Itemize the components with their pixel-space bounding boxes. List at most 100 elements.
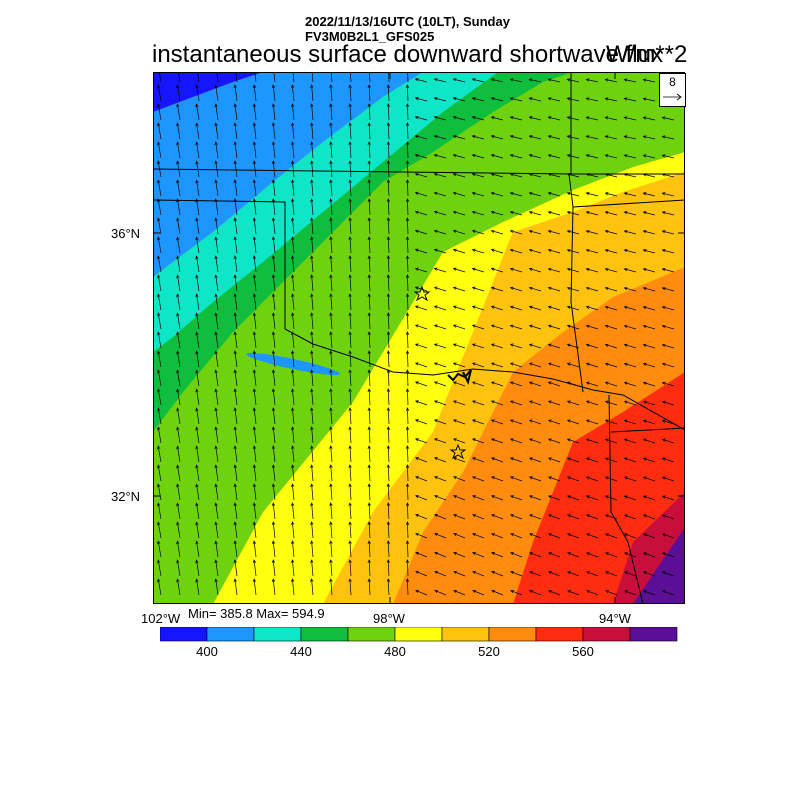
wind-vector — [273, 72, 276, 83]
wind-vector — [604, 438, 618, 444]
wind-vector — [529, 590, 542, 596]
wind-vector — [157, 388, 162, 406]
wind-vector — [386, 198, 391, 216]
wind-vector — [386, 350, 391, 368]
wind-vector — [405, 502, 410, 520]
wind-vector — [291, 255, 295, 273]
wind-vector — [414, 134, 428, 140]
valid-time-header: 2022/11/13/16UTC (10LT), Sunday — [305, 14, 510, 29]
wind-vector — [661, 514, 675, 520]
wind-vector — [566, 116, 580, 121]
wind-vector — [566, 533, 580, 539]
wind-vector — [604, 495, 618, 501]
wind-vector — [623, 135, 637, 140]
wind-vector — [585, 514, 599, 520]
wind-vector — [329, 160, 333, 178]
wind-vector — [433, 362, 447, 368]
colorbar-segment — [347, 627, 396, 642]
wind-vector — [585, 97, 599, 102]
wind-vector — [310, 160, 314, 178]
wind-vector — [433, 78, 447, 83]
wind-vector — [491, 552, 504, 558]
wind-vector — [271, 559, 276, 577]
wind-vector — [367, 217, 371, 235]
wind-vector — [642, 173, 656, 178]
wind-vector — [623, 533, 637, 539]
wind-vector — [195, 274, 200, 292]
wind-vector — [252, 483, 257, 501]
wind-vector — [566, 78, 580, 83]
wind-vector — [271, 331, 276, 349]
wind-vector — [433, 267, 447, 273]
wind-vector — [329, 483, 333, 501]
wind-vector — [157, 160, 162, 178]
wind-vector — [510, 552, 523, 558]
field-units: W/m**2 — [606, 41, 688, 68]
wind-vector — [310, 502, 314, 520]
wind-vector — [528, 191, 542, 197]
wind-vector — [176, 350, 181, 368]
wind-vector — [388, 72, 390, 83]
wind-vector — [604, 533, 618, 539]
wind-vector — [433, 457, 447, 463]
wind-vector — [386, 388, 391, 406]
wind-vector — [233, 236, 238, 254]
wind-vector — [547, 381, 561, 387]
wind-vector — [254, 72, 257, 83]
wind-vector — [452, 286, 466, 292]
wind-vector — [453, 476, 466, 482]
wind-vector — [329, 407, 333, 425]
wind-vector — [214, 331, 219, 349]
wind-vector — [329, 521, 333, 539]
wind-vector — [661, 192, 675, 197]
wind-vector — [367, 483, 371, 501]
wind-vector — [414, 343, 428, 349]
wind-vector — [528, 97, 542, 102]
wind-vector — [433, 438, 447, 444]
wind-vector — [348, 502, 352, 520]
wind-vector — [434, 514, 447, 520]
wind-vector — [348, 141, 352, 159]
wind-vector — [566, 154, 580, 159]
wind-vector — [604, 97, 618, 102]
wind-vector — [329, 369, 333, 387]
wind-vector — [642, 381, 656, 387]
wind-vector — [661, 305, 675, 311]
reference-vector-box: 8 — [659, 73, 686, 107]
wind-vector — [214, 274, 219, 292]
wind-vector — [490, 305, 504, 311]
wind-vector — [405, 445, 410, 463]
wind-vector — [490, 400, 504, 406]
wind-vector — [472, 589, 485, 596]
wind-vector — [386, 274, 391, 292]
wind-vector — [509, 457, 523, 463]
wind-vector — [414, 78, 428, 83]
wind-vector — [490, 286, 504, 292]
wind-vector — [585, 438, 599, 444]
wind-vector — [415, 514, 428, 520]
wind-vector — [367, 122, 371, 140]
colorbar-segment — [535, 627, 584, 642]
wind-vector — [252, 122, 257, 140]
wind-vector — [510, 590, 523, 596]
wind-vector — [472, 533, 485, 539]
wind-vector — [509, 400, 523, 406]
wind-vector — [176, 445, 181, 463]
wind-vector — [623, 571, 637, 577]
wind-vector — [661, 173, 675, 178]
wind-vector — [214, 540, 219, 558]
wind-vector — [233, 255, 238, 273]
wind-vector — [348, 236, 352, 254]
wind-vector — [195, 122, 200, 140]
wind-vector — [528, 362, 542, 368]
wind-vector — [414, 115, 428, 121]
wind-vector — [348, 84, 352, 102]
wind-vector — [329, 236, 333, 254]
map-border — [153, 72, 685, 604]
wind-vector — [566, 457, 580, 463]
wind-vector — [233, 84, 238, 102]
wind-vector — [157, 559, 162, 577]
colorbar-label: 520 — [478, 644, 500, 659]
wind-vector — [195, 103, 200, 121]
wind-vector — [386, 217, 391, 235]
